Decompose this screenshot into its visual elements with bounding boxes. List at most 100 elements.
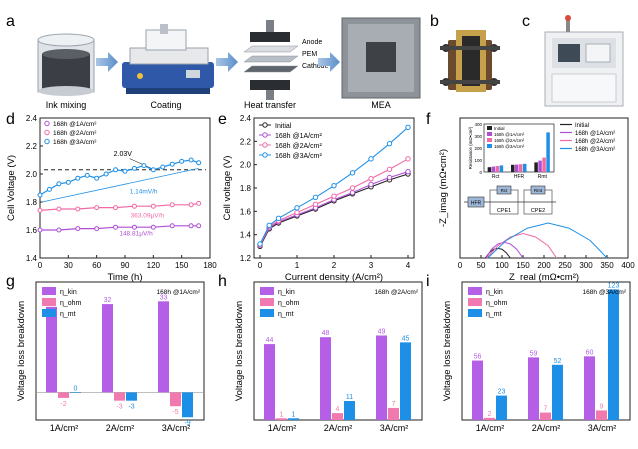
inset-legend-swatch xyxy=(487,132,492,136)
bar-value-label: 4 xyxy=(336,406,340,413)
data-point xyxy=(94,226,100,232)
bar xyxy=(46,306,57,393)
data-point xyxy=(405,156,411,162)
bar xyxy=(344,401,355,420)
chart-condition-label: 168h @1A/cm² xyxy=(157,289,201,296)
x-axis-label: Time (h) xyxy=(107,272,142,283)
legend-entry: Initial xyxy=(575,123,589,129)
heat-transfer-illustration xyxy=(243,20,299,100)
legend-entry: η_kin xyxy=(60,289,77,296)
x-tick-label: 200 xyxy=(537,261,551,270)
bar-value-label: -5 xyxy=(172,409,178,416)
inset-bar xyxy=(491,166,496,172)
circuit-hfr xyxy=(467,196,485,208)
series-line xyxy=(40,225,199,231)
data-point xyxy=(349,170,356,176)
y-tick-label: 2.2 xyxy=(240,137,252,146)
circuit-resistor-label: Rct xyxy=(501,188,508,193)
data-point xyxy=(169,202,175,208)
bar xyxy=(376,335,387,420)
legend-entry: 168h @1A/cm² xyxy=(53,121,97,128)
y-tick-label: 2.2 xyxy=(26,142,38,151)
bar-value-label: 1 xyxy=(292,411,296,418)
legend-entry: 168h @3A/cm² xyxy=(275,153,322,160)
inset-bar xyxy=(523,163,527,172)
x-category-label: 1A/cm² xyxy=(268,423,297,433)
circuit-hfr-label: HFR xyxy=(471,201,482,207)
inset-legend-entry: 168h @1A/cm² xyxy=(494,132,525,137)
y-tick-label: 1.8 xyxy=(240,184,252,193)
bar xyxy=(58,392,69,398)
y-tick-label: 2.4 xyxy=(26,114,38,123)
inset-category-label: Rct xyxy=(492,174,500,180)
data-point xyxy=(262,152,268,158)
bar-value-label: 1 xyxy=(280,411,284,418)
legend-swatch xyxy=(468,287,482,295)
step-label-heat-transfer: Heat transfer xyxy=(244,100,296,110)
bar xyxy=(332,413,343,420)
bar xyxy=(114,392,125,401)
data-point xyxy=(37,227,43,233)
chart-nyquist-plot: 0 50 100 150 200 250 300 350 400 Z_real (mΩ•cm²) -… xyxy=(438,117,635,283)
data-point xyxy=(150,167,156,173)
bar-value-label: 48 xyxy=(322,330,330,337)
data-point xyxy=(65,179,71,185)
x-tick-label: 150 xyxy=(175,261,189,270)
panel-letter-c: c xyxy=(522,13,530,30)
panel-letter-b: b xyxy=(430,13,439,30)
ink-mixing-illustration xyxy=(37,33,95,96)
series-line xyxy=(259,126,409,245)
legend-entry: η_ohm xyxy=(60,300,82,307)
arrow-icon xyxy=(96,52,118,72)
y-axis-label: Voltage loss breakdown xyxy=(234,301,245,401)
bar-value-label: 123 xyxy=(608,282,620,289)
bar xyxy=(276,418,287,420)
bar-value-label: 45 xyxy=(402,335,410,342)
inset-y-tick-label: 100 xyxy=(474,158,482,163)
data-point xyxy=(331,182,337,189)
bar-value-label: -3 xyxy=(128,404,134,411)
data-point xyxy=(196,160,202,166)
annotation-rate-3a: 1.14mV/h xyxy=(130,189,158,196)
circuit-resistor-label: Rmt xyxy=(534,188,543,193)
legend-swatch xyxy=(468,298,482,306)
y-axis-label: Cell Voltage (V) xyxy=(6,155,17,221)
panel-letter-f: f xyxy=(426,111,431,128)
bar-value-label: 60 xyxy=(586,349,594,356)
x-category-label: 2A/cm² xyxy=(324,423,353,433)
x-category-label: 1A/cm² xyxy=(50,423,79,433)
chart-polarization-curves: 0 1 2 3 4 1.2 1.4 1.6 1.8 2.0 2.2 2.4 Current densit… xyxy=(222,114,415,283)
series-line xyxy=(39,202,199,211)
bar-value-label: 32 xyxy=(104,297,112,304)
test-station-photo xyxy=(544,15,624,107)
chart-voltage-loss-3a: Voltage loss breakdown 56 2 23 1A/cm² 59 7 52 2A… xyxy=(442,281,631,433)
data-point xyxy=(169,161,175,167)
legend-swatch xyxy=(260,298,274,306)
data-point xyxy=(131,224,137,230)
data-point xyxy=(294,205,300,211)
x-tick-label: 90 xyxy=(121,261,130,270)
legend-entry: η_ohm xyxy=(486,300,508,307)
inset-category-label: HFR xyxy=(514,174,525,180)
bar-value-label: 2 xyxy=(488,411,492,418)
data-point xyxy=(368,175,374,182)
arrow-icon xyxy=(318,52,340,72)
legend-swatch xyxy=(260,309,274,317)
x-tick-label: 4 xyxy=(406,261,411,270)
bar-value-label: 59 xyxy=(530,350,538,357)
x-tick-label: 2 xyxy=(332,261,337,270)
x-axis-label: Current density (A/cm²) xyxy=(285,272,383,283)
x-category-label: 2A/cm² xyxy=(106,423,135,433)
data-point xyxy=(405,168,411,175)
y-axis-label: Voltage loss breakdown xyxy=(16,301,27,401)
series-line xyxy=(259,171,409,246)
x-tick-label: 0 xyxy=(258,261,263,270)
panel-letter-g: g xyxy=(6,273,15,290)
data-point xyxy=(56,181,62,187)
legend-entry: 168h @3A/cm² xyxy=(53,139,97,146)
data-point xyxy=(37,207,43,213)
panel-letter-i: i xyxy=(426,273,430,290)
data-point xyxy=(46,186,52,192)
data-point xyxy=(188,157,194,163)
data-point xyxy=(75,226,81,232)
